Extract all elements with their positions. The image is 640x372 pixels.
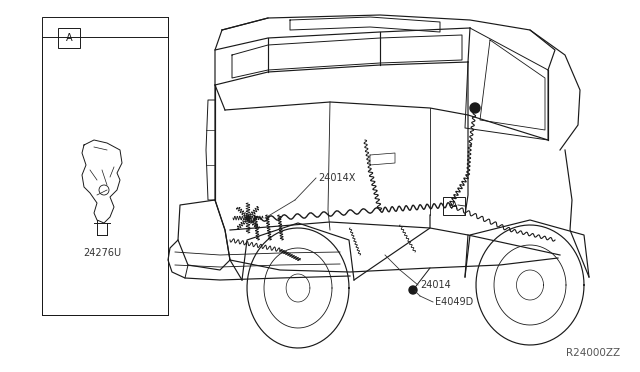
Circle shape [470, 103, 480, 113]
Bar [42, 17, 168, 315]
Circle shape [446, 201, 454, 209]
Bar [58, 28, 80, 48]
Text: A: A [66, 33, 72, 43]
Circle shape [409, 286, 417, 294]
Text: A: A [451, 201, 458, 211]
Text: 24276U: 24276U [83, 248, 121, 258]
Text: R24000ZZ: R24000ZZ [566, 348, 620, 358]
Text: 24014X: 24014X [318, 173, 355, 183]
Text: E4049D: E4049D [435, 297, 473, 307]
Text: 24014: 24014 [420, 280, 451, 290]
Bar [443, 197, 465, 215]
